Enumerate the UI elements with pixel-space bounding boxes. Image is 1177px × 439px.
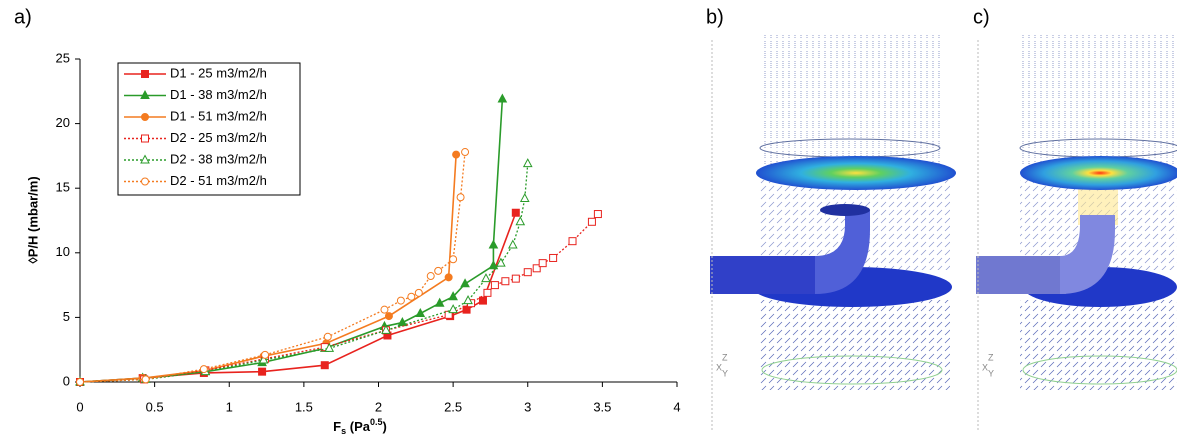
marker <box>453 151 460 158</box>
triad-label: Z <box>988 352 994 362</box>
legend-label: D1 - 25 m3/m2/h <box>170 65 267 80</box>
x-tick-label: 1 <box>226 399 233 414</box>
marker <box>142 71 149 78</box>
marker <box>524 269 531 276</box>
panel-label: b) <box>706 6 724 28</box>
marker <box>397 297 404 304</box>
pipe-mouth <box>820 204 870 216</box>
x-axis-label: Fs (Pa0.5) <box>333 417 387 436</box>
marker <box>408 293 415 300</box>
marker <box>461 279 469 287</box>
marker <box>427 273 434 280</box>
contour-disk <box>756 156 956 190</box>
marker <box>259 368 266 375</box>
marker <box>324 333 331 340</box>
marker <box>502 278 509 285</box>
x-label-part: 0.5 <box>370 417 383 427</box>
marker <box>449 305 457 313</box>
marker <box>484 289 491 296</box>
pipe <box>976 256 1066 294</box>
marker <box>498 95 506 103</box>
x-tick-label: 4 <box>673 399 680 414</box>
series-line <box>80 214 598 382</box>
marker <box>321 362 328 369</box>
figure: a) b) c) X Y Z X Y Z Fs (Pa0.5) ◊P/H <box>0 0 1177 439</box>
marker <box>445 274 452 281</box>
triad-label: Y <box>722 368 728 378</box>
x-label-part: (Pa <box>346 419 371 434</box>
marker <box>491 282 498 289</box>
marker <box>262 351 269 358</box>
marker <box>524 159 532 167</box>
legend-label: D1 - 51 m3/m2/h <box>170 108 267 123</box>
marker <box>200 366 207 373</box>
panel-label: a) <box>14 6 32 28</box>
marker <box>550 254 557 261</box>
marker <box>489 241 497 249</box>
marker <box>457 194 464 201</box>
legend-label: D2 - 51 m3/m2/h <box>170 173 267 188</box>
marker <box>142 135 149 142</box>
marker <box>512 209 519 216</box>
marker <box>516 217 524 225</box>
marker <box>385 313 392 320</box>
marker <box>381 306 388 313</box>
chart-a: Fs (Pa0.5) ◊P/H (mbar/m) 0 0.5 1 1.5 2 2.5 3 3.… <box>25 50 680 436</box>
y-tick-label: 0 <box>63 373 70 388</box>
marker <box>415 289 422 296</box>
x-tick-label: 3.5 <box>593 399 611 414</box>
marker <box>509 241 517 249</box>
x-tick-label: 0 <box>76 399 83 414</box>
marker <box>77 379 84 386</box>
x-tick-label: 2.5 <box>444 399 462 414</box>
panel-label: c) <box>973 6 990 28</box>
marker <box>569 238 576 245</box>
y-tick-label: 25 <box>56 50 70 65</box>
marker <box>482 274 490 282</box>
legend-label: D1 - 38 m3/m2/h <box>170 87 267 102</box>
triad-label: Z <box>722 352 728 362</box>
y-tick-label: 5 <box>63 309 70 324</box>
x-label-part: F <box>333 419 341 434</box>
y-tick-label: 20 <box>56 115 70 130</box>
x-tick-label: 1.5 <box>295 399 313 414</box>
flow-vectors <box>1020 300 1177 390</box>
marker <box>588 218 595 225</box>
legend-label: D2 - 25 m3/m2/h <box>170 130 267 145</box>
marker <box>142 178 149 185</box>
marker <box>521 194 529 202</box>
x-tick-label: 2 <box>375 399 382 414</box>
contour-disk <box>1020 156 1177 190</box>
legend-label: D2 - 38 m3/m2/h <box>170 151 267 166</box>
flow-vectors <box>1020 35 1175 165</box>
triad-label: Y <box>988 368 994 378</box>
flow-vectors <box>760 300 950 390</box>
y-axis-label: ◊P/H (mbar/m) <box>25 176 40 263</box>
marker <box>479 297 486 304</box>
x-tick-label: 3 <box>524 399 531 414</box>
marker <box>512 275 519 282</box>
marker <box>594 211 601 218</box>
pipe <box>710 256 820 294</box>
marker <box>142 114 149 121</box>
cfd-image-c: X Y Z <box>976 35 1177 430</box>
cfd-image-b: X Y Z <box>710 35 956 430</box>
marker <box>462 149 469 156</box>
marker <box>435 267 442 274</box>
y-tick-label: 15 <box>56 180 70 195</box>
marker <box>450 256 457 263</box>
x-tick-label: 0.5 <box>146 399 164 414</box>
x-label-part: ) <box>382 419 386 434</box>
y-tick-label: 10 <box>56 244 70 259</box>
marker <box>539 260 546 267</box>
marker <box>142 376 149 383</box>
flow-vectors <box>760 35 940 165</box>
